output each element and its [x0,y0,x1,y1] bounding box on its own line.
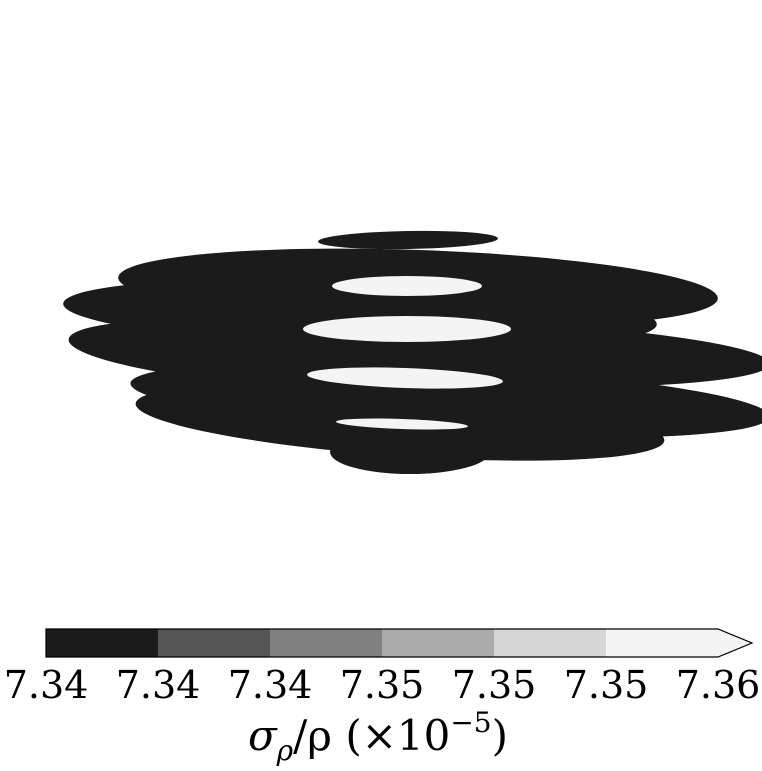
colorbar [45,628,754,658]
colorbar-tick-label-5: 7.35 [452,663,537,707]
colorbar-tick-label-7: 7.36 [676,663,761,707]
colorbar-extend-segment [606,629,752,657]
colorbar-tick-label-2: 7.34 [116,663,201,707]
colorbar-tick-labels: 7.34 7.34 7.34 7.35 7.35 7.35 7.36 [4,663,761,707]
contour-field [63,230,762,474]
field-region-high-2 [303,316,511,342]
field-region-high-1 [332,276,482,296]
colorbar-tick-label-4: 7.35 [340,663,425,707]
colorbar-segment-2 [158,629,270,657]
colorbar-tick-label-6: 7.35 [564,663,649,707]
colorbar-tick-label-3: 7.34 [228,663,313,707]
colorbar-segment-5 [494,629,606,657]
field-region-low-8 [330,430,490,474]
field-region-low-1 [318,230,498,250]
colorbar-label: σρ/ρ (×10−5) [248,706,508,767]
field-region-high-3 [307,367,503,389]
colorbar-segment-4 [382,629,494,657]
colorbar-segment-1 [46,629,158,657]
colorbar-tick-label-1: 7.34 [4,663,89,707]
colorbar-outline [45,628,754,658]
field-region-high-4 [336,418,468,430]
colorbar-segment-3 [270,629,382,657]
